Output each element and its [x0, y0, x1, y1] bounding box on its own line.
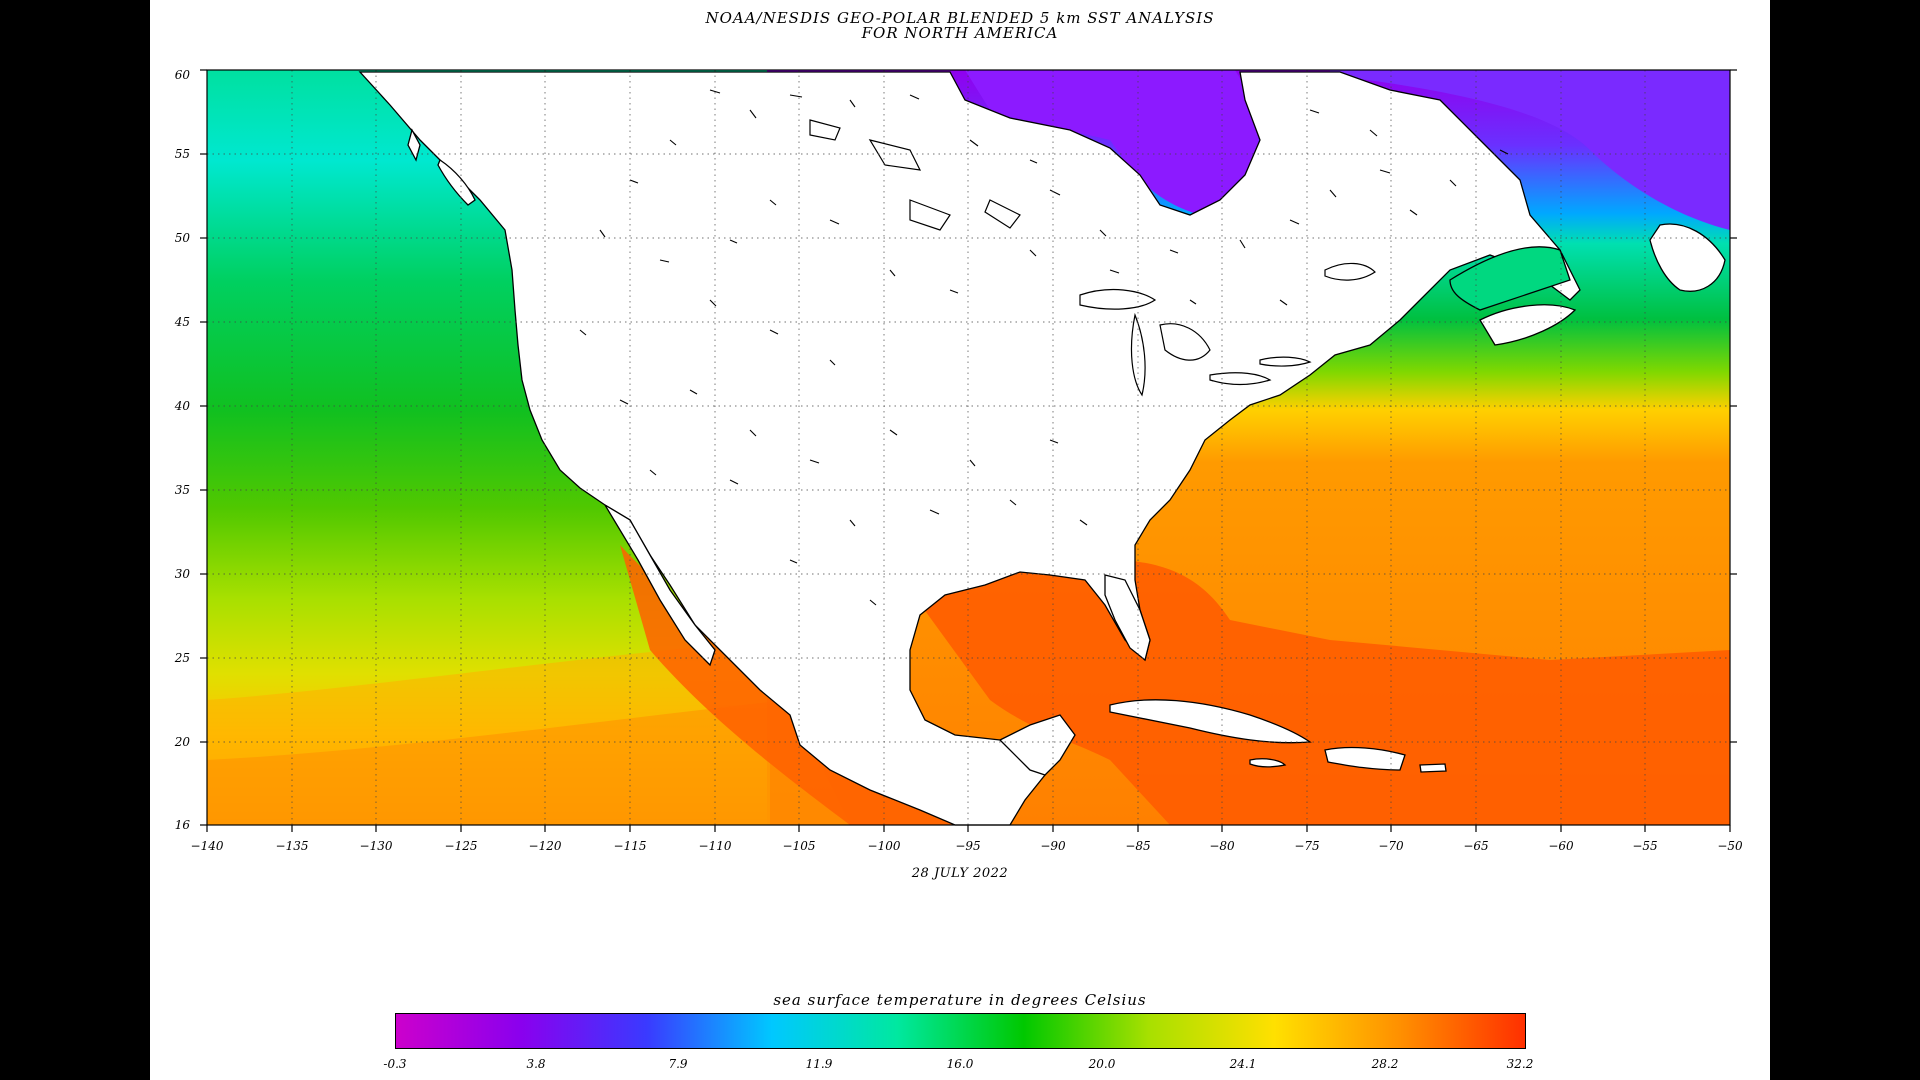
lat-label: 40 — [174, 399, 191, 413]
colorbar-tick-label: 24.1 — [1229, 1057, 1257, 1071]
yucatan-land — [998, 714, 1076, 776]
lon-label: −85 — [1125, 839, 1150, 853]
lon-label: −100 — [868, 839, 901, 853]
colorbar-tick-label: 32.2 — [1506, 1057, 1534, 1071]
lon-label: −135 — [276, 839, 309, 853]
vancouver-island-land — [437, 159, 476, 206]
longitude-labels: −140 −135 −130 −125 −120 −115 −110 −105 … — [191, 839, 1744, 853]
lon-label: −105 — [783, 839, 816, 853]
land-areas — [358, 71, 1726, 826]
lat-label: 16 — [175, 818, 191, 832]
lat-label: 45 — [174, 315, 190, 329]
latitude-labels: 60 55 50 45 40 35 30 25 20 16 — [174, 68, 191, 832]
lon-label: −125 — [445, 839, 478, 853]
analysis-date: 28 JULY 2022 — [911, 866, 1009, 881]
map-subtitle: FOR NORTH AMERICA — [861, 24, 1059, 42]
colorbar-title: sea surface temperature in degrees Celsi… — [773, 991, 1147, 1009]
hispaniola-land — [1324, 746, 1406, 771]
lon-label: −60 — [1548, 839, 1574, 853]
florida-land — [1104, 574, 1151, 662]
puerto-rico-land — [1419, 763, 1447, 773]
nova-scotia-land — [1479, 304, 1577, 346]
axis-ticks — [200, 69, 1737, 832]
lon-label: −55 — [1632, 839, 1657, 853]
lon-label: −70 — [1378, 839, 1404, 853]
map-title: NOAA/NESDIS GEO-POLAR BLENDED 5 km SST A… — [705, 9, 1215, 27]
great-lakes — [809, 119, 1376, 397]
lat-label: 35 — [175, 483, 190, 497]
lon-label: −140 — [191, 839, 224, 853]
colorbar-tick-label: 3.8 — [526, 1057, 546, 1071]
lon-label: −95 — [955, 839, 980, 853]
lat-label: 20 — [174, 735, 191, 749]
lat-label: 30 — [175, 567, 191, 581]
lat-label: 60 — [175, 68, 191, 82]
sst-map: −140 −135 −130 −125 −120 −115 −110 −105 … — [174, 68, 1744, 853]
haida-gwaii-land — [407, 128, 421, 162]
colorbar-tick-label: 7.9 — [668, 1057, 688, 1071]
graticule — [207, 70, 1730, 825]
colorbar-tick-label: 28.2 — [1371, 1057, 1399, 1071]
cuba-land — [1109, 699, 1312, 744]
lon-label: −110 — [699, 839, 732, 853]
inland-lakes — [579, 89, 1509, 606]
gulf-st-lawrence — [1449, 246, 1571, 311]
colorbar-tick-label: 16.0 — [946, 1057, 974, 1071]
lon-label: −80 — [1209, 839, 1235, 853]
newfoundland-land — [1649, 223, 1726, 292]
temperature-colorbar — [395, 1013, 1526, 1049]
colorbar-tick-label: 20.0 — [1088, 1057, 1116, 1071]
lon-label: −90 — [1040, 839, 1066, 853]
baja-california-land — [604, 504, 716, 667]
jamaica-land — [1249, 758, 1287, 768]
lat-label: 50 — [175, 231, 191, 245]
sst-analysis-sheet: NOAA/NESDIS GEO-POLAR BLENDED 5 km SST A… — [150, 0, 1770, 1080]
lat-label: 25 — [174, 651, 190, 665]
colorbar-tick-label: -0.3 — [383, 1057, 407, 1071]
lon-label: −50 — [1717, 839, 1743, 853]
lon-label: −120 — [529, 839, 562, 853]
lon-label: −65 — [1463, 839, 1488, 853]
lon-label: −130 — [360, 839, 393, 853]
lat-label: 55 — [175, 147, 190, 161]
colorbar-tick-label: 11.9 — [805, 1057, 833, 1071]
lon-label: −115 — [614, 839, 647, 853]
lon-label: −75 — [1294, 839, 1319, 853]
